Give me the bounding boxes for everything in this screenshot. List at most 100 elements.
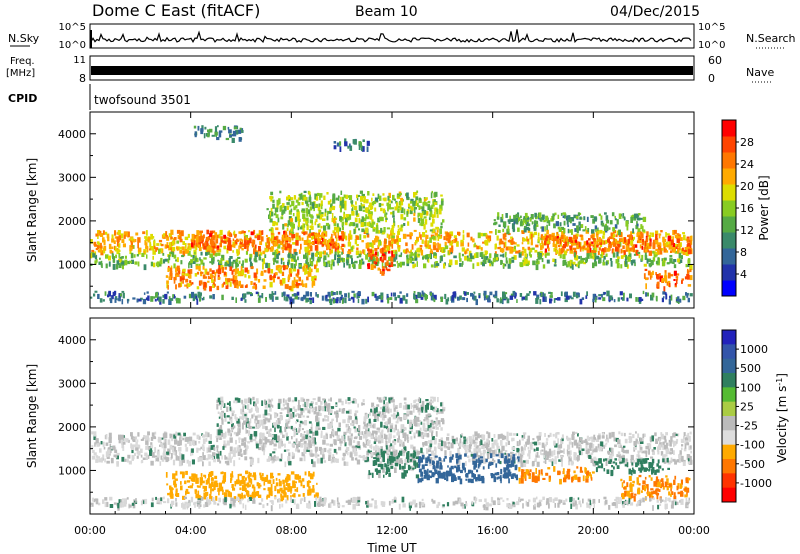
data-cell xyxy=(381,259,384,263)
data-cell xyxy=(522,432,527,435)
data-cell xyxy=(358,447,362,450)
data-cell xyxy=(118,253,121,258)
data-cell xyxy=(230,278,233,281)
data-cell xyxy=(316,426,319,432)
data-cell xyxy=(271,211,274,217)
data-cell xyxy=(198,265,201,272)
data-cell xyxy=(341,251,343,255)
data-cell xyxy=(457,296,460,301)
data-cell xyxy=(423,216,427,219)
data-cell xyxy=(275,265,279,271)
data-cell xyxy=(579,224,584,228)
data-cell xyxy=(550,292,553,295)
data-cell xyxy=(525,227,530,231)
data-cell xyxy=(211,270,215,275)
data-cell xyxy=(339,290,342,295)
data-cell xyxy=(287,254,290,258)
data-cell xyxy=(607,238,610,243)
data-cell xyxy=(279,270,283,274)
data-cell xyxy=(159,260,163,265)
data-cell xyxy=(393,292,396,297)
data-cell xyxy=(563,448,565,454)
data-cell xyxy=(433,199,436,202)
data-cell xyxy=(200,292,202,296)
data-cell xyxy=(661,278,663,283)
data-cell xyxy=(299,193,303,200)
data-cell xyxy=(578,256,581,259)
data-cell xyxy=(232,130,237,137)
data-cell xyxy=(225,277,227,281)
data-cell xyxy=(271,460,274,464)
data-cell xyxy=(646,292,649,297)
data-cell xyxy=(163,438,166,443)
data-cell xyxy=(360,259,363,264)
data-cell xyxy=(406,263,410,267)
power-colorbar-segment xyxy=(722,152,736,169)
data-cell xyxy=(474,242,476,247)
data-cell xyxy=(241,263,244,269)
data-cell xyxy=(266,248,270,252)
data-cell xyxy=(164,293,168,300)
data-cell xyxy=(97,456,101,459)
data-cell xyxy=(383,411,386,417)
data-cell xyxy=(628,432,632,436)
data-cell xyxy=(323,229,326,234)
data-cell xyxy=(660,442,663,445)
data-cell xyxy=(466,248,469,252)
data-cell xyxy=(111,295,114,300)
data-cell xyxy=(525,459,529,464)
data-cell xyxy=(442,406,446,411)
data-cell xyxy=(344,220,348,226)
data-cell xyxy=(383,404,386,407)
data-cell xyxy=(353,436,358,440)
data-cell xyxy=(148,236,151,242)
data-cell xyxy=(561,461,563,467)
data-cell xyxy=(641,225,644,232)
data-cell xyxy=(187,283,191,287)
data-cell xyxy=(610,232,613,237)
data-cell xyxy=(663,286,666,292)
data-cell xyxy=(162,253,165,256)
data-cell xyxy=(554,212,557,216)
data-cell xyxy=(646,260,649,264)
data-cell xyxy=(245,428,247,434)
data-cell xyxy=(311,276,315,281)
data-cell xyxy=(106,460,110,464)
data-cell xyxy=(236,448,240,452)
data-cell xyxy=(436,214,439,218)
data-cell xyxy=(153,240,156,247)
data-cell xyxy=(608,432,612,438)
data-cell xyxy=(332,432,335,438)
data-cell xyxy=(689,275,693,281)
data-cell xyxy=(657,450,660,455)
data-cell xyxy=(128,238,131,241)
data-cell xyxy=(226,248,229,254)
data-cell xyxy=(185,447,189,452)
data-cell xyxy=(622,445,626,448)
data-cell xyxy=(200,260,204,265)
data-cell xyxy=(321,295,324,301)
data-cell xyxy=(121,263,124,270)
data-cell xyxy=(431,292,434,296)
data-cell xyxy=(575,456,579,461)
data-cell xyxy=(353,228,356,235)
data-cell xyxy=(199,232,202,237)
data-cell xyxy=(334,251,337,256)
data-cell xyxy=(349,195,352,198)
data-cell xyxy=(286,202,290,205)
data-cell xyxy=(425,239,428,246)
data-cell xyxy=(339,146,342,152)
data-cell xyxy=(196,258,199,262)
data-cell xyxy=(212,245,216,249)
data-cell xyxy=(609,295,613,301)
data-cell xyxy=(326,244,330,250)
data-cell xyxy=(250,459,253,463)
data-cell xyxy=(466,255,469,259)
data-cell xyxy=(347,145,350,149)
data-cell xyxy=(626,297,629,302)
data-cell xyxy=(333,448,337,453)
data-cell xyxy=(443,254,446,257)
data-cell xyxy=(290,197,294,201)
data-cell xyxy=(316,215,320,219)
data-cell xyxy=(267,268,271,274)
